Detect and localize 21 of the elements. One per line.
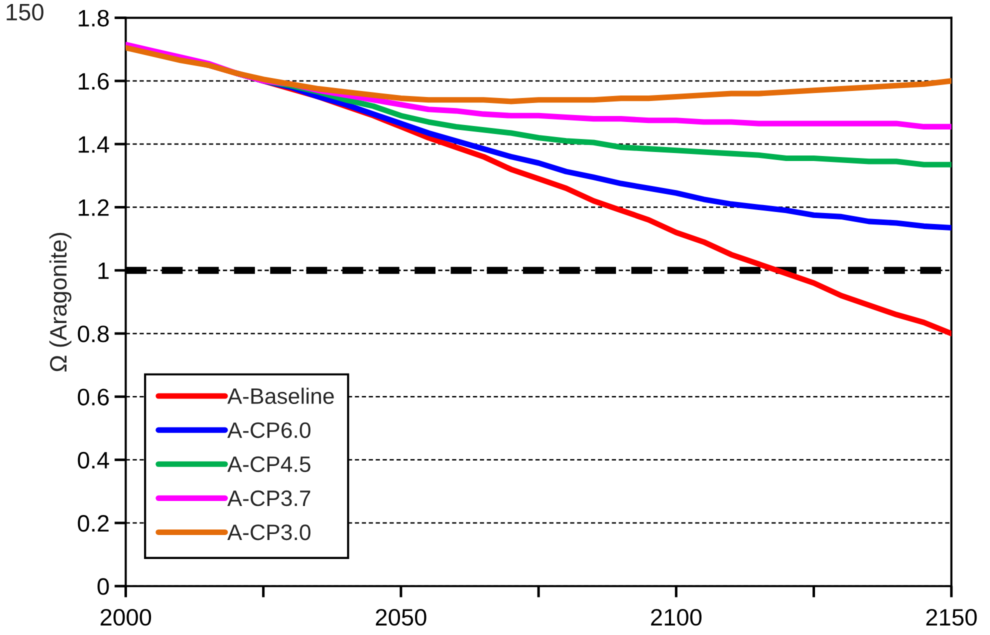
- y-tick-label: 0: [98, 578, 109, 595]
- y-tick-label: 0.6: [78, 388, 109, 406]
- x-tick-label: 2050: [376, 608, 426, 626]
- legend-label: A-CP4.5: [227, 456, 310, 472]
- text: 150: [6, 4, 44, 21]
- y-tick-label: 1.2: [78, 199, 109, 216]
- y-tick-label: 1.4: [78, 136, 110, 153]
- y-tick-label: 0.4: [78, 452, 110, 469]
- legend-label: A-Baseline: [227, 388, 334, 404]
- y-tick-label: 1.8: [78, 10, 109, 27]
- y-tick-label: 0.2: [78, 515, 109, 532]
- legend-label: A-CP3.0: [227, 524, 310, 540]
- y-tick-label: 0.8: [78, 326, 109, 342]
- y-tick-label: 1: [98, 262, 109, 279]
- x-tick-label: 2150: [926, 608, 977, 626]
- x-tick-label: 2100: [651, 608, 702, 626]
- y-tick-label: 1.6: [78, 72, 109, 90]
- legend-label: A-CP3.7: [227, 490, 310, 506]
- x-tick-label: 2000: [100, 608, 152, 626]
- y-axis-title: Ω (Aragonite): [49, 232, 72, 372]
- legend-label: A-CP6.0: [227, 422, 310, 438]
